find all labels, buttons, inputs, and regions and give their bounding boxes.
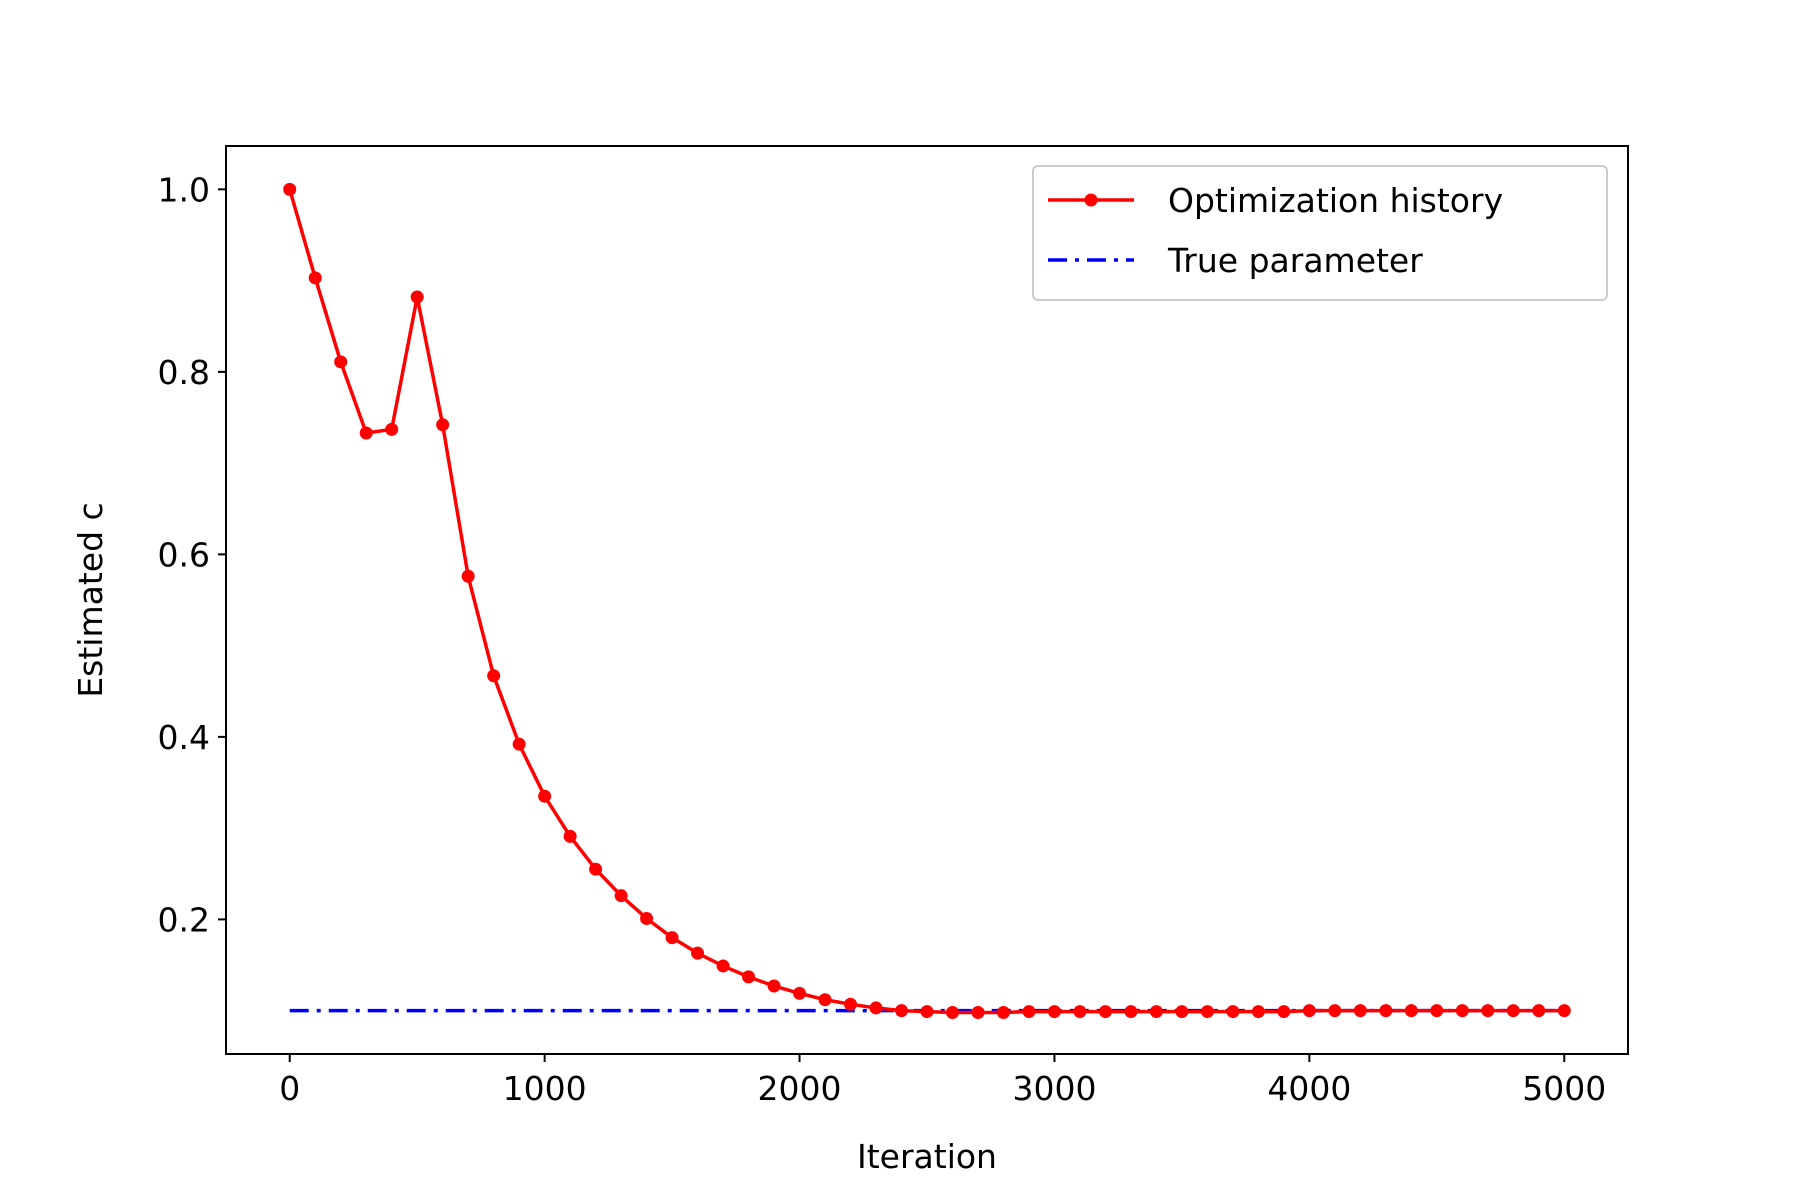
y-tick-label: 0.6 xyxy=(158,535,210,574)
data-point xyxy=(1353,1004,1367,1018)
data-point xyxy=(1532,1004,1546,1018)
x-tick-label: 3000 xyxy=(1012,1069,1096,1108)
y-tick-label: 0.8 xyxy=(158,353,210,392)
legend-label-optimization-history: Optimization history xyxy=(1168,181,1503,220)
x-axis-ticks: 0 1000 2000 3000 4000 5000 xyxy=(279,1054,1606,1108)
data-point xyxy=(1379,1004,1393,1018)
x-axis-label: Iteration xyxy=(857,1137,997,1176)
y-axis-ticks: 0.2 0.4 0.6 0.8 1.0 xyxy=(158,170,226,939)
data-point xyxy=(1098,1005,1112,1019)
data-point xyxy=(793,986,807,1000)
data-point xyxy=(1175,1005,1189,1019)
data-point xyxy=(589,862,603,876)
data-point xyxy=(461,569,475,583)
data-point xyxy=(818,993,832,1007)
data-point xyxy=(971,1005,985,1019)
x-tick-label: 0 xyxy=(279,1069,300,1108)
data-point xyxy=(1277,1005,1291,1019)
data-point xyxy=(1455,1004,1469,1018)
data-point xyxy=(1302,1004,1316,1018)
data-point xyxy=(844,997,858,1011)
data-point xyxy=(1251,1005,1265,1019)
plot-content xyxy=(283,182,1571,1019)
data-point xyxy=(920,1005,934,1019)
data-point xyxy=(308,271,322,285)
data-point xyxy=(1557,1004,1571,1018)
data-point xyxy=(1124,1005,1138,1019)
data-point xyxy=(283,182,297,196)
data-point xyxy=(691,946,705,960)
data-point xyxy=(436,418,450,432)
data-point xyxy=(895,1004,909,1018)
data-point xyxy=(869,1001,883,1015)
data-point xyxy=(614,889,628,903)
data-point xyxy=(1481,1004,1495,1018)
data-point xyxy=(410,290,424,304)
data-point xyxy=(1506,1004,1520,1018)
data-point xyxy=(334,355,348,369)
plot-frame xyxy=(225,145,1629,1055)
data-point xyxy=(716,959,730,973)
y-axis-label: Estimated c xyxy=(71,502,110,697)
data-point xyxy=(1149,1005,1163,1019)
data-point xyxy=(1047,1005,1061,1019)
legend-box xyxy=(1032,165,1608,301)
x-tick-label: 1000 xyxy=(503,1069,587,1108)
data-point xyxy=(385,422,399,436)
x-tick-label: 2000 xyxy=(758,1069,842,1108)
data-point xyxy=(742,970,756,984)
data-point xyxy=(538,789,552,803)
y-tick-label: 0.2 xyxy=(158,900,210,939)
data-point xyxy=(1022,1005,1036,1019)
data-point xyxy=(1226,1005,1240,1019)
data-point xyxy=(665,931,679,945)
data-point xyxy=(512,737,526,751)
data-point xyxy=(640,911,654,925)
x-tick-label: 4000 xyxy=(1267,1069,1351,1108)
y-tick-label: 0.4 xyxy=(158,718,210,757)
x-tick-label: 5000 xyxy=(1522,1069,1606,1108)
y-tick-label: 1.0 xyxy=(158,170,210,209)
data-point xyxy=(767,979,781,993)
data-point xyxy=(1200,1005,1214,1019)
data-point xyxy=(1328,1004,1342,1018)
data-point xyxy=(563,829,577,843)
legend-marker-optimization-history xyxy=(1084,193,1098,207)
data-point xyxy=(1430,1004,1444,1018)
data-point xyxy=(945,1005,959,1019)
data-point xyxy=(487,669,501,683)
legend: Optimization history True parameter xyxy=(1032,165,1608,301)
legend-label-true-parameter: True parameter xyxy=(1167,241,1423,280)
data-point xyxy=(996,1005,1010,1019)
data-point xyxy=(359,426,373,440)
data-point xyxy=(1404,1004,1418,1018)
data-point xyxy=(1073,1005,1087,1019)
